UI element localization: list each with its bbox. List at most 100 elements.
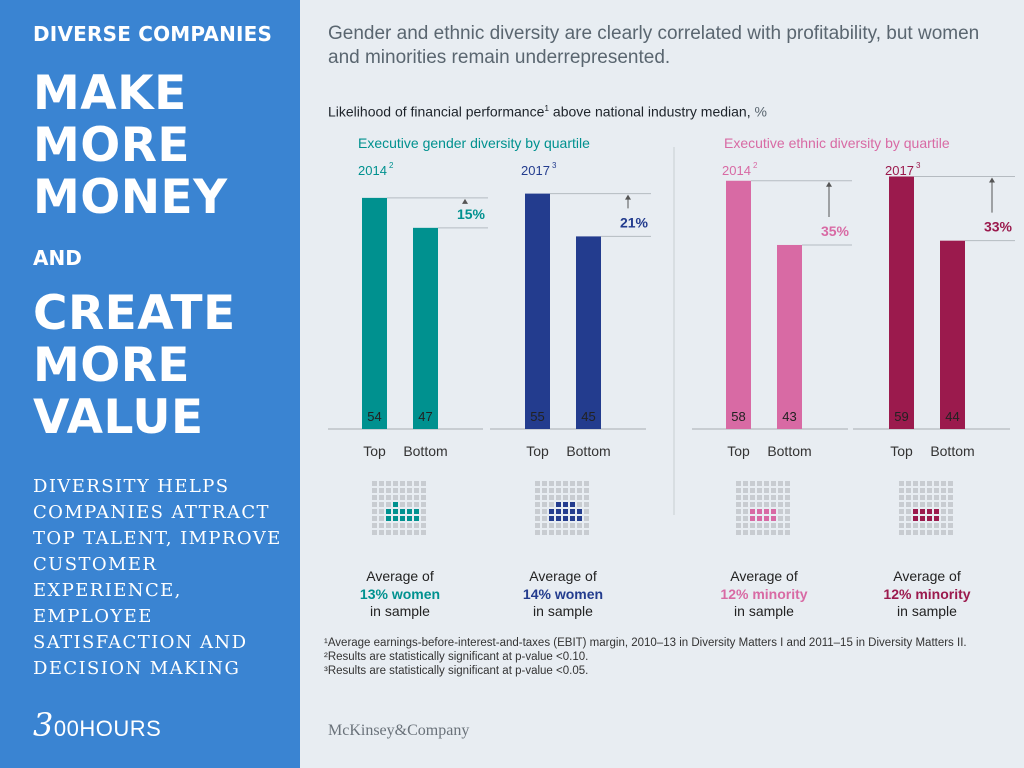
waffle-cell (400, 530, 405, 535)
waffle-cell (736, 530, 741, 535)
waffle-cell (948, 523, 953, 528)
bar-value-label: 55 (530, 409, 544, 424)
waffle-cell (393, 481, 398, 486)
waffle-cell (941, 488, 946, 493)
waffle-cell (549, 509, 554, 514)
waffle-cell (584, 523, 589, 528)
waffle-cell (743, 495, 748, 500)
waffle-cell (421, 523, 426, 528)
waffle-cell (927, 509, 932, 514)
bar-bottom (940, 240, 965, 429)
diff-arrow-head (989, 177, 995, 183)
waffle-cell (535, 530, 540, 535)
waffle-cell (750, 488, 755, 493)
waffle-cell (764, 516, 769, 521)
waffle-cell (584, 495, 589, 500)
waffle-cell (927, 516, 932, 521)
waffle-cell (372, 502, 377, 507)
diff-percent-label: 15% (457, 206, 486, 222)
waffle-cell (570, 495, 575, 500)
waffle-cell (785, 488, 790, 493)
waffle-cell (913, 523, 918, 528)
waffle-cell (407, 516, 412, 521)
waffle-cell (535, 495, 540, 500)
waffle-cell (542, 502, 547, 507)
headline-make-more-money: MAKE MORE MONEY (33, 68, 228, 224)
logo-text: 00HOURS (53, 716, 162, 741)
waffle-cell (386, 509, 391, 514)
waffle-cell (372, 523, 377, 528)
waffle-cell (542, 481, 547, 486)
waffle-cell (764, 488, 769, 493)
waffle-cell (400, 502, 405, 507)
bar-value-label: 54 (367, 409, 381, 424)
footnotes: ¹Average earnings-before-interest-and-ta… (324, 636, 1004, 678)
waffle-cell (778, 502, 783, 507)
waffle-cell (913, 481, 918, 486)
big-line: VALUE (33, 390, 204, 445)
diff-percent-label: 33% (984, 219, 1013, 235)
waffle-cell (785, 523, 790, 528)
waffle-cell (556, 516, 561, 521)
waffle-cell (764, 523, 769, 528)
chart-subtitle: Likelihood of financial performance1 abo… (328, 103, 767, 120)
waffle-cell (750, 516, 755, 521)
waffle-cell (920, 495, 925, 500)
waffle-cell (920, 509, 925, 514)
waffle-cell (927, 481, 932, 486)
bar-bottom (777, 244, 802, 429)
diversity-paragraph: DIVERSITY HELPS COMPANIES ATTRACT TOP TA… (33, 476, 282, 679)
waffle-cell (757, 516, 762, 521)
waffle-cell (421, 509, 426, 514)
waffle-cell (535, 502, 540, 507)
waffle-cell (372, 488, 377, 493)
waffle-cell (407, 481, 412, 486)
waffle-cell (785, 530, 790, 535)
mckinsey-logo: McKinsey&Company (328, 722, 470, 739)
waffle-cell (941, 502, 946, 507)
waffle-cell (535, 509, 540, 514)
waffle-cell (771, 509, 776, 514)
waffle-cell (906, 495, 911, 500)
left-panel: DIVERSE COMPANIES MAKE MORE MONEY AND CR… (0, 0, 300, 768)
waffle-cell (778, 530, 783, 535)
waffle-cell (913, 516, 918, 521)
bar-value-label: 59 (894, 409, 908, 424)
year-sup: 3 (916, 161, 921, 170)
waffle-cell (757, 509, 762, 514)
subtitle-unit: % (754, 103, 767, 120)
waffle-cell (920, 516, 925, 521)
subtitle-rest: above national industry median, (549, 103, 751, 120)
waffle-cell (764, 509, 769, 514)
waffle-cell (750, 530, 755, 535)
waffle-cell (577, 502, 582, 507)
waffle-cell (771, 495, 776, 500)
waffle-cell (549, 488, 554, 493)
and-word: AND (33, 246, 82, 270)
waffle-cell (421, 495, 426, 500)
waffle-cell (785, 481, 790, 486)
waffle-cell (934, 516, 939, 521)
waffle-cell (764, 495, 769, 500)
waffle-cell (736, 516, 741, 521)
waffle-cell (542, 523, 547, 528)
waffle-cell (584, 516, 589, 521)
waffle-cell (736, 495, 741, 500)
waffle-cell (379, 495, 384, 500)
waffle-cell (743, 530, 748, 535)
waffle-cell (400, 495, 405, 500)
waffle-cell (563, 502, 568, 507)
waffle-cell (393, 516, 398, 521)
waffle-cell (750, 481, 755, 486)
waffle-cell (400, 481, 405, 486)
waffle-cell (771, 502, 776, 507)
bar-value-label: 45 (581, 409, 595, 424)
waffle-cell (400, 523, 405, 528)
waffle-cell (941, 495, 946, 500)
waffle-cell (584, 509, 589, 514)
waffle-cell (542, 495, 547, 500)
waffle-cell (927, 502, 932, 507)
waffle-cell (542, 530, 547, 535)
average-value: 14% women (523, 586, 603, 602)
average-prefix: Average of (366, 568, 434, 584)
